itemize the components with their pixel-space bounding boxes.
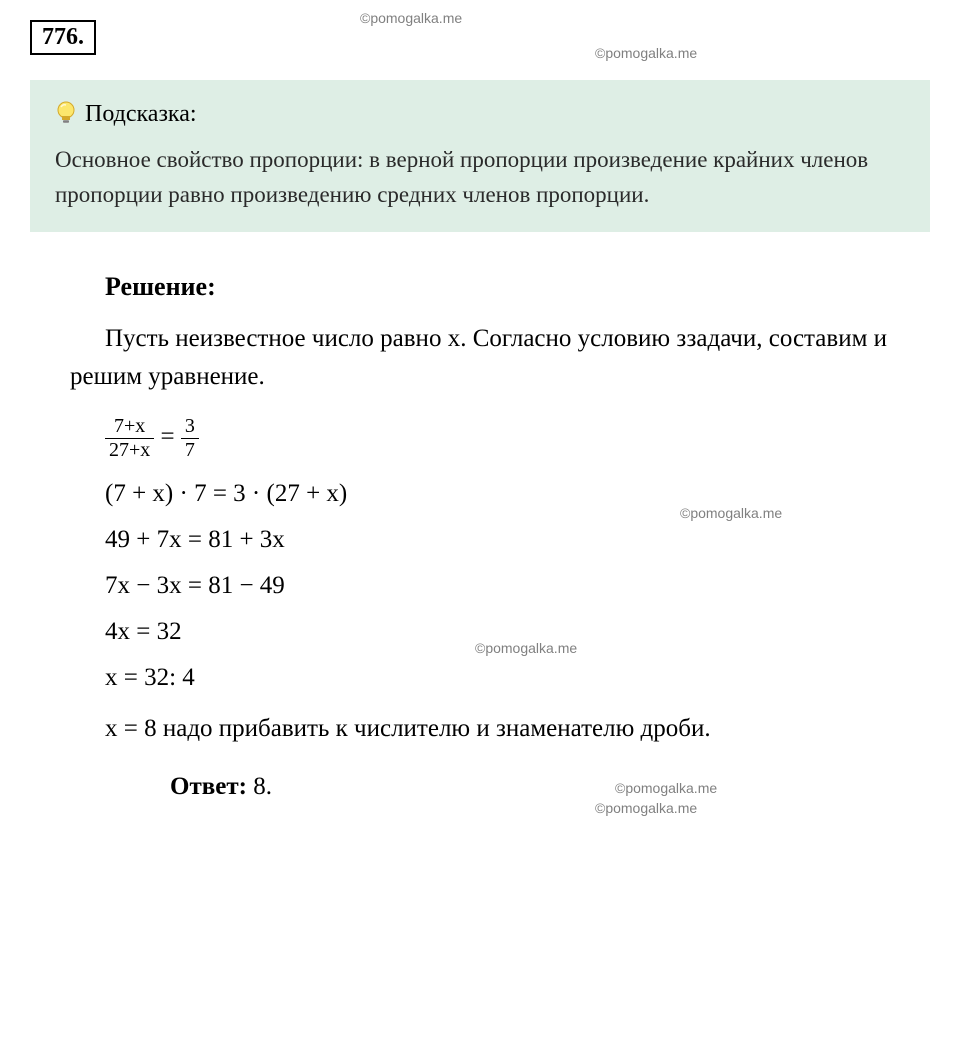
answer-label: Ответ:: [170, 773, 247, 800]
equals-sign: =: [161, 423, 181, 450]
watermark: ©pomogalka.me: [360, 10, 462, 26]
lightbulb-icon: [55, 100, 77, 128]
hint-header: Подсказка:: [55, 100, 905, 128]
equation-line-3: 49 + 7х = 81 + 3х: [70, 526, 890, 554]
denominator: 27+х: [105, 439, 154, 462]
answer-value: 8.: [247, 773, 272, 800]
equation-line-1: 7+х 27+х = 3 7: [70, 415, 890, 462]
denominator: 7: [181, 439, 199, 462]
hint-title: Подсказка:: [85, 101, 197, 128]
numerator: 3: [181, 415, 199, 439]
equation-line-2: (7 + х) · 7 = 3 · (27 + х): [70, 480, 890, 508]
solution-title: Решение:: [70, 272, 890, 302]
hint-box: Подсказка: Основное свойство пропорции: …: [30, 80, 930, 232]
solution-section: Решение: Пусть неизвестное число равно х…: [30, 272, 930, 801]
equation-line-6: х = 32: 4: [70, 664, 890, 692]
numerator: 7+х: [105, 415, 154, 439]
solution-intro: Пусть неизвестное число равно х. Согласн…: [70, 320, 890, 395]
watermark: ©pomogalka.me: [595, 45, 697, 61]
equation-line-5: 4х = 32: [70, 618, 890, 646]
fraction-left: 7+х 27+х: [105, 415, 154, 462]
hint-text: Основное свойство пропорции: в верной пр…: [55, 143, 905, 212]
answer-line: Ответ: 8.: [70, 773, 890, 801]
fraction-right: 3 7: [181, 415, 199, 462]
equation-line-4: 7х − 3х = 81 − 49: [70, 572, 890, 600]
watermark: ©pomogalka.me: [595, 800, 697, 816]
problem-number: 776.: [30, 20, 96, 55]
solution-conclusion: х = 8 надо прибавить к числителю и знаме…: [70, 710, 890, 748]
